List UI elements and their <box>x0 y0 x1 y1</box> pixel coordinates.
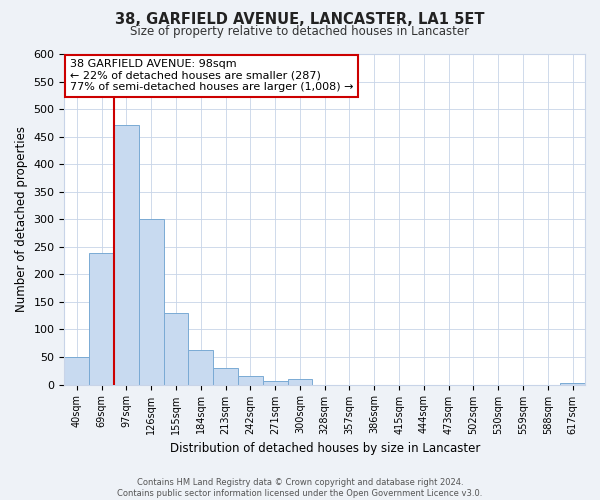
X-axis label: Distribution of detached houses by size in Lancaster: Distribution of detached houses by size … <box>170 442 480 455</box>
Bar <box>560 383 585 384</box>
Bar <box>139 220 164 384</box>
Bar <box>114 124 139 384</box>
Bar <box>164 313 188 384</box>
Bar <box>238 376 263 384</box>
Bar <box>89 254 114 384</box>
Bar <box>188 350 213 384</box>
Text: 38, GARFIELD AVENUE, LANCASTER, LA1 5ET: 38, GARFIELD AVENUE, LANCASTER, LA1 5ET <box>115 12 485 28</box>
Text: Size of property relative to detached houses in Lancaster: Size of property relative to detached ho… <box>130 25 470 38</box>
Bar <box>263 382 287 384</box>
Text: Contains HM Land Registry data © Crown copyright and database right 2024.
Contai: Contains HM Land Registry data © Crown c… <box>118 478 482 498</box>
Bar <box>213 368 238 384</box>
Bar <box>287 379 313 384</box>
Text: 38 GARFIELD AVENUE: 98sqm
← 22% of detached houses are smaller (287)
77% of semi: 38 GARFIELD AVENUE: 98sqm ← 22% of detac… <box>70 59 353 92</box>
Y-axis label: Number of detached properties: Number of detached properties <box>15 126 28 312</box>
Bar <box>64 357 89 384</box>
